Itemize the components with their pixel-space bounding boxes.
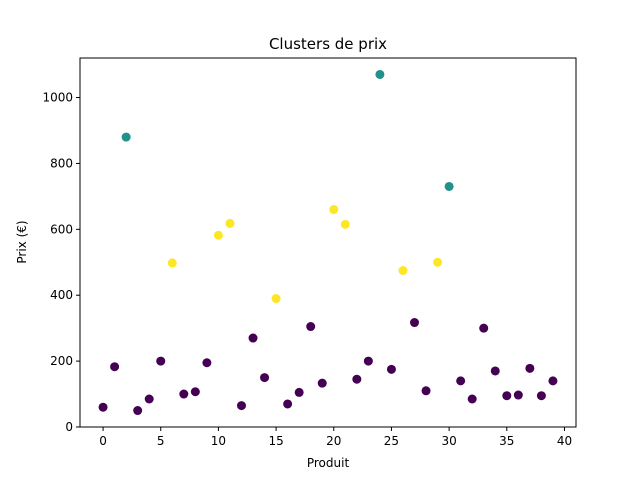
data-point [456,376,466,386]
chart-title: Clusters de prix [269,35,387,53]
data-point [444,181,454,191]
data-point [386,364,396,374]
data-point [467,394,477,404]
data-point [121,132,131,142]
data-point [190,387,200,397]
data-point [306,322,316,332]
data-point [179,389,189,399]
x-tick-label: 20 [326,434,341,448]
y-tick-label: 400 [50,288,73,302]
data-point [398,266,408,276]
data-point [502,391,512,401]
x-tick-label: 40 [557,434,572,448]
x-tick-label: 35 [499,434,514,448]
data-point [421,386,431,396]
data-point [213,230,223,240]
data-point [133,406,143,416]
data-point [202,358,212,368]
data-point [225,218,235,228]
data-point [490,366,500,376]
y-axis: 0 200 400 600 800 1000 [42,91,80,434]
x-tick-label: 10 [211,434,226,448]
data-point [513,390,523,400]
data-point [525,363,535,373]
data-point [352,374,362,384]
data-point [340,219,350,229]
data-point [536,391,546,401]
y-tick-label: 600 [50,222,73,236]
data-point [167,258,177,268]
y-tick-label: 800 [50,156,73,170]
x-axis: 0 5 10 15 20 25 30 35 40 [99,427,572,448]
data-point [283,399,293,409]
y-tick-label: 0 [65,420,73,434]
data-point [479,323,489,333]
data-point [271,294,281,304]
y-tick-label: 1000 [42,91,73,105]
data-point [294,387,304,397]
data-point [236,401,246,411]
x-tick-label: 15 [268,434,283,448]
data-point [156,356,166,366]
data-point [317,378,327,388]
data-point [410,318,420,328]
data-point [98,402,108,412]
data-point [433,257,443,267]
data-point [548,376,558,386]
x-tick-label: 25 [384,434,399,448]
data-point [248,333,258,343]
plot-area-frame [79,57,577,428]
x-axis-label: Produit [307,456,350,470]
y-tick-label: 200 [50,354,73,368]
data-point [110,362,120,372]
data-points [98,69,558,416]
data-point [363,356,373,366]
x-tick-label: 30 [441,434,456,448]
data-point [375,69,385,79]
x-tick-label: 5 [157,434,165,448]
x-tick-label: 0 [99,434,107,448]
data-point [260,373,270,383]
data-point [144,394,154,404]
y-axis-label: Prix (€) [15,220,29,263]
data-point [329,205,339,215]
